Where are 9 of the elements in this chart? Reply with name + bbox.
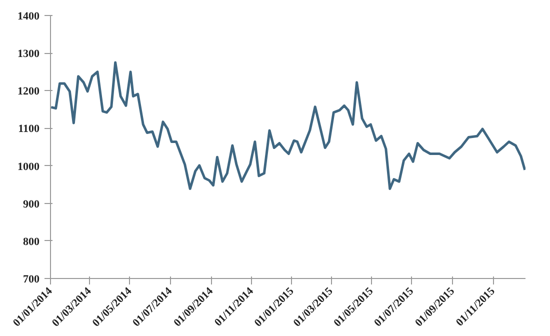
y-tick-label: 1400 [18, 10, 40, 22]
line-series [50, 61, 526, 190]
y-tick-label: 1300 [18, 48, 40, 60]
y-tick-label: 800 [23, 236, 40, 248]
y-tick-label: 700 [23, 274, 40, 286]
y-tick-label: 900 [23, 198, 40, 210]
y-tick-label: 1100 [18, 123, 40, 136]
y-tick-label: 1000 [18, 160, 40, 173]
y-tick-label: 1200 [18, 86, 40, 98]
